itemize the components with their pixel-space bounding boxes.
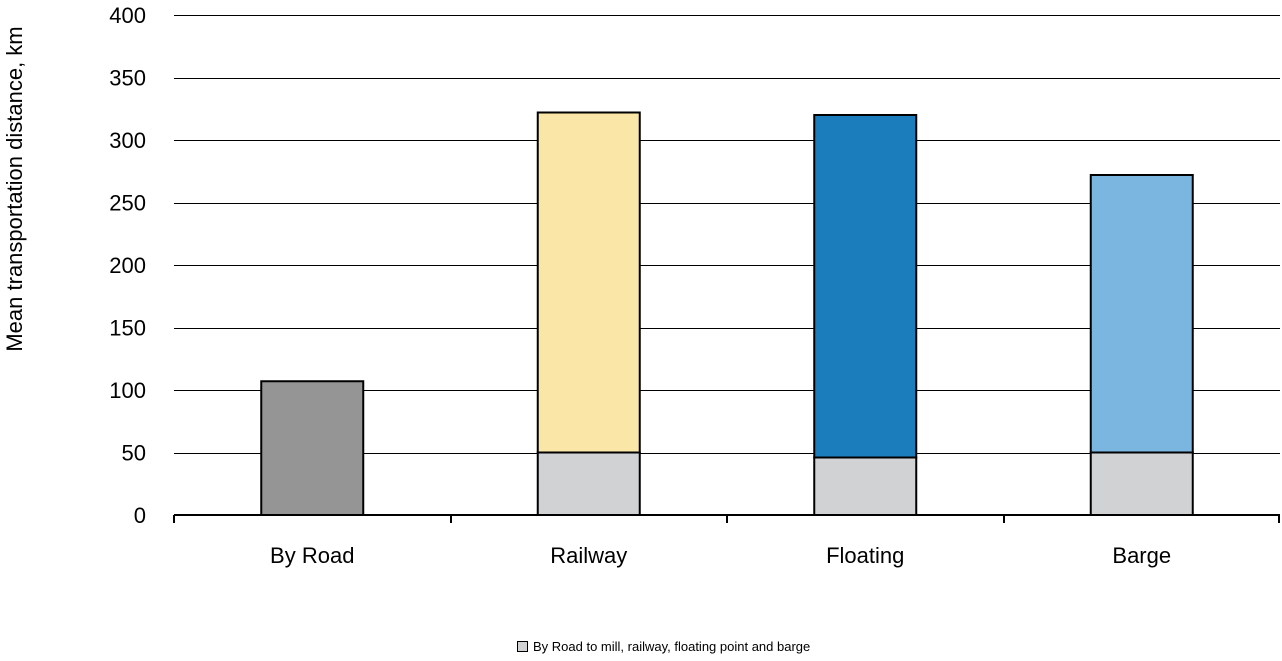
bar-by-road-segment-1	[260, 380, 365, 516]
y-tick-label: 400	[109, 3, 146, 28]
y-tick-label: 100	[109, 378, 146, 403]
legend-swatch	[517, 641, 528, 652]
y-tick-label: 150	[109, 316, 146, 341]
y-tick-labels: 0 50 100 150 200 250 300 350 400	[109, 3, 146, 528]
legend: By Road to mill, railway, floating point…	[517, 639, 810, 654]
bars	[260, 111, 1194, 516]
y-tick-label: 250	[109, 191, 146, 216]
bar-floating-segment-2	[813, 114, 918, 459]
bar-barge-segment-1	[1089, 451, 1194, 516]
bar-railway-segment-2	[536, 111, 641, 454]
y-tick-label: 300	[109, 128, 146, 153]
y-axis-title: Mean transportation distance, km	[2, 26, 27, 351]
y-tick-label: 200	[109, 253, 146, 278]
x-category-label: By Road	[270, 543, 354, 568]
x-category-label: Railway	[550, 543, 627, 568]
y-tick-label: 0	[134, 503, 146, 528]
bar-railway-segment-1	[536, 451, 641, 516]
x-category-label: Floating	[826, 543, 904, 568]
y-tick-label: 350	[109, 66, 146, 91]
legend-label: By Road to mill, railway, floating point…	[533, 639, 810, 654]
bar-floating-segment-1	[813, 456, 918, 516]
y-tick-label: 50	[122, 441, 146, 466]
x-category-label: Barge	[1112, 543, 1171, 568]
x-category-labels: By Road Railway Floating Barge	[270, 543, 1171, 568]
bar-barge-segment-2	[1089, 174, 1194, 454]
axes	[173, 514, 1280, 523]
